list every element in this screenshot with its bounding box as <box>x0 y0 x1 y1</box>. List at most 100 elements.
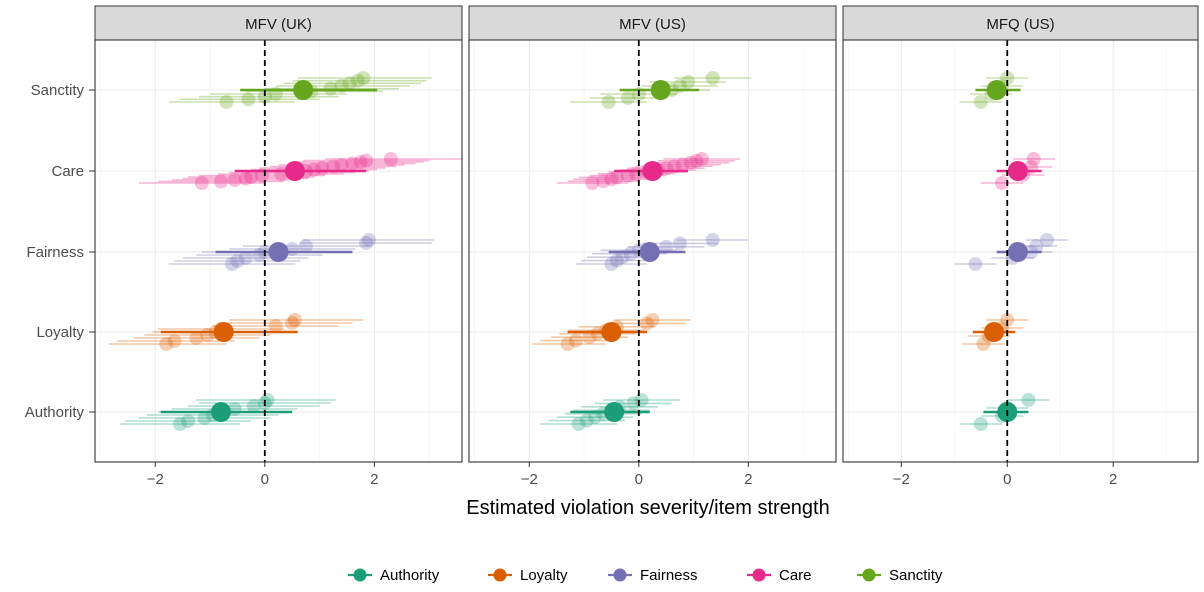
item-point-care <box>353 155 368 169</box>
item-point-sanctity <box>342 76 357 91</box>
summary-point-care <box>642 161 663 181</box>
item-point-care <box>244 170 259 184</box>
item-point-sanctity <box>241 92 256 107</box>
item-point-loyalty <box>568 333 583 348</box>
item-point-loyalty <box>560 337 575 351</box>
legend-key-point <box>862 568 876 582</box>
item-point-loyalty <box>159 337 174 351</box>
summary-point-sanctity <box>650 80 671 100</box>
item-point-loyalty <box>582 330 597 345</box>
legend: Authority Loyalty Fairness Care Sanctity <box>348 567 943 584</box>
legend-item-fairness: Fairness <box>608 567 698 584</box>
legend-key-point <box>493 568 507 582</box>
item-point-care <box>585 176 600 190</box>
x-tick-label: −2 <box>893 471 910 488</box>
item-point-fairness <box>359 236 374 250</box>
item-point-care <box>359 153 374 168</box>
item-point-loyalty <box>287 313 302 327</box>
panel-3: MFQ (US) −2 0 2 <box>842 5 1199 488</box>
item-point-care <box>307 162 322 177</box>
x-tick-label: 0 <box>1003 471 1011 488</box>
item-point-sanctity <box>219 95 234 109</box>
legend-key-point <box>353 568 367 582</box>
summary-point-loyalty <box>984 322 1005 342</box>
summary-point-sanctity <box>986 80 1007 100</box>
item-point-care <box>1026 152 1041 166</box>
x-tick-label: 2 <box>744 471 752 488</box>
item-point-authority <box>626 396 641 411</box>
x-axis-title: Estimated violation severity/item streng… <box>466 497 830 519</box>
legend-label: Fairness <box>640 567 698 584</box>
item-point-care <box>383 152 398 166</box>
item-point-authority <box>571 417 586 431</box>
summary-point-loyalty <box>213 322 234 342</box>
item-point-authority <box>579 413 594 428</box>
panel-strip <box>468 5 837 41</box>
item-point-care <box>694 152 709 166</box>
x-tick-label: 2 <box>1109 471 1117 488</box>
item-point-fairness <box>361 233 376 247</box>
item-point-care <box>675 157 690 172</box>
summary-point-fairness <box>268 242 289 262</box>
item-point-loyalty <box>189 331 204 345</box>
panel-border <box>94 39 463 463</box>
y-tick-label-fairness: Fairness <box>26 244 84 261</box>
item-point-fairness <box>238 251 253 265</box>
item-point-care <box>213 174 228 189</box>
legend-item-sanctity: Sanctity <box>857 567 943 584</box>
item-point-fairness <box>623 246 638 261</box>
item-point-fairness <box>615 250 630 265</box>
item-point-care <box>604 172 619 187</box>
legend-item-authority: Authority <box>348 567 440 584</box>
panel-title: MFV (US) <box>619 16 686 33</box>
legend-label: Authority <box>380 567 440 584</box>
item-point-authority <box>634 393 649 407</box>
item-point-care <box>194 176 209 190</box>
legend-label: Sanctity <box>889 567 943 584</box>
item-point-authority <box>197 411 212 425</box>
item-point-sanctity <box>705 71 720 85</box>
summary-point-care <box>1007 161 1028 181</box>
summary-point-authority <box>210 402 231 422</box>
item-point-loyalty <box>640 316 655 331</box>
legend-key-point <box>752 568 766 582</box>
panel-title: MFQ (US) <box>986 16 1054 33</box>
item-point-loyalty <box>590 326 605 341</box>
item-point-care <box>238 171 253 186</box>
x-tick-label: −2 <box>147 471 164 488</box>
item-point-fairness <box>705 233 720 247</box>
item-point-authority <box>1021 393 1036 407</box>
item-point-fairness <box>1039 233 1054 247</box>
item-point-sanctity <box>350 73 365 88</box>
item-point-fairness <box>224 257 239 271</box>
item-point-sanctity <box>356 71 371 85</box>
item-point-authority <box>973 417 988 431</box>
item-point-care <box>689 153 704 168</box>
item-point-sanctity <box>681 75 696 89</box>
panel-strip <box>94 5 463 41</box>
panel-2: MFV (US) −2 0 2 <box>468 5 837 488</box>
item-point-authority <box>260 393 275 407</box>
item-point-loyalty <box>268 319 283 333</box>
item-point-care <box>683 155 698 170</box>
item-point-care <box>609 170 624 185</box>
legend-item-care: Care <box>747 567 812 584</box>
item-point-authority <box>172 417 187 431</box>
panel-border <box>842 39 1199 463</box>
item-point-fairness <box>659 239 674 254</box>
item-point-sanctity <box>323 81 338 96</box>
item-point-care <box>334 158 349 172</box>
item-point-fairness <box>1029 239 1044 253</box>
item-point-authority <box>246 399 261 413</box>
item-point-authority <box>181 414 196 428</box>
item-point-care <box>345 156 360 171</box>
summary-point-authority <box>604 402 625 422</box>
summary-point-loyalty <box>601 322 622 342</box>
item-point-fairness <box>230 254 245 268</box>
y-tick-label-authority: Authority <box>25 404 85 421</box>
item-point-care <box>227 173 242 187</box>
y-tick-label-loyalty: Loyalty <box>36 324 84 341</box>
item-point-sanctity <box>601 95 616 109</box>
legend-label: Loyalty <box>520 567 568 584</box>
